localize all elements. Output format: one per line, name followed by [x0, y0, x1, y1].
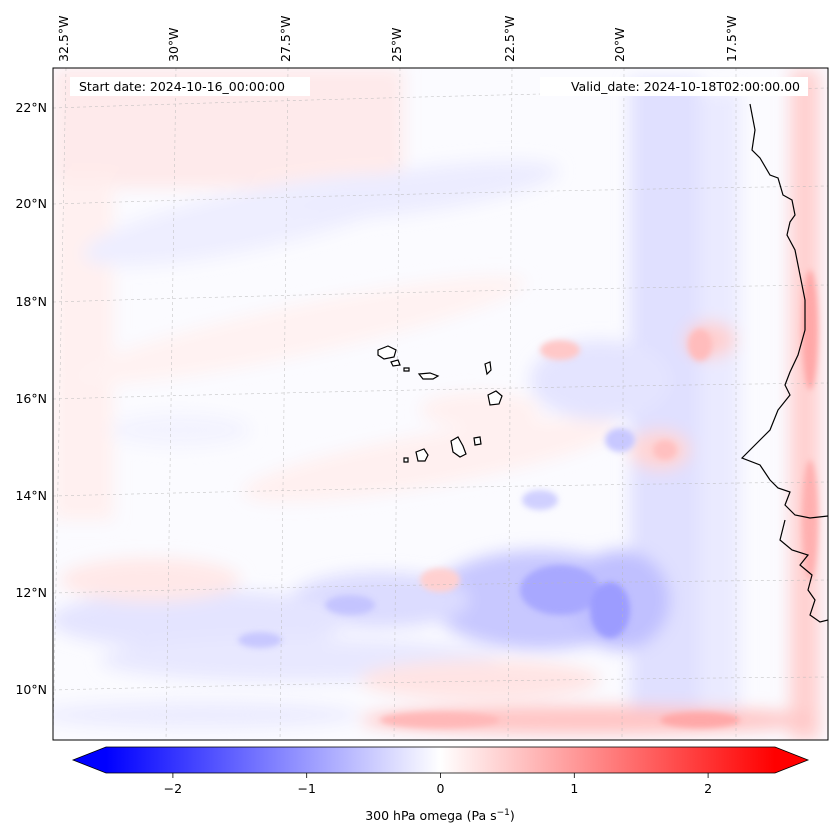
lon-label-22-5w: 22.5°W: [502, 16, 517, 62]
colorbar-tick-label: 0: [437, 781, 445, 796]
colorbar-tick-label: 1: [570, 781, 578, 796]
start-date-box: [70, 77, 310, 96]
valid-date-label: Valid_date: 2024-10-18T02:00:00.00: [571, 79, 800, 94]
lon-label-32-5w: 32.5°W: [56, 16, 71, 62]
lon-label-25w: 25°W: [389, 27, 404, 62]
latitude-labels: 22°N 20°N 18°N 16°N 14°N 12°N 10°N: [15, 100, 47, 697]
valid-date-box: [540, 77, 808, 96]
lat-label-22n: 22°N: [15, 100, 47, 115]
lon-label-30w: 30°W: [166, 27, 181, 62]
lat-label-14n: 14°N: [15, 488, 47, 503]
colorbar-label: 300 hPa omega (Pa s−1): [365, 808, 515, 823]
lat-label-20n: 20°N: [15, 196, 47, 211]
colorbar-tick-label: −2: [164, 781, 182, 796]
omega-field: [53, 68, 828, 740]
lat-label-18n: 18°N: [15, 294, 47, 309]
gridlines: [53, 68, 828, 740]
colorbar-tick-label: −1: [297, 781, 315, 796]
start-date-label: Start date: 2024-10-16_00:00:00: [79, 79, 285, 94]
coastline: [740, 103, 828, 623]
colorbar: −2 −1 0 1 2 300 hPa omega (Pa s−1): [71, 746, 810, 823]
lon-label-27-5w: 27.5°W: [278, 16, 293, 62]
lon-label-20w: 20°W: [612, 27, 627, 62]
cape-verde-islands: [377, 345, 503, 463]
longitude-labels: 32.5°W 30°W 27.5°W 25°W 22.5°W 20°W 17.5…: [56, 16, 739, 62]
lat-label-16n: 16°N: [15, 391, 47, 406]
lat-label-10n: 10°N: [15, 682, 47, 697]
colorbar-tick-label: 2: [704, 781, 712, 796]
colorbar-outline: [71, 746, 810, 774]
lon-label-17-5w: 17.5°W: [724, 16, 739, 62]
lat-label-12n: 12°N: [15, 585, 47, 600]
colorbar-min-extend: [73, 747, 106, 773]
colorbar-max-extend: [775, 747, 808, 773]
map-frame: [52, 67, 829, 741]
colorbar-bar: [106, 747, 775, 773]
